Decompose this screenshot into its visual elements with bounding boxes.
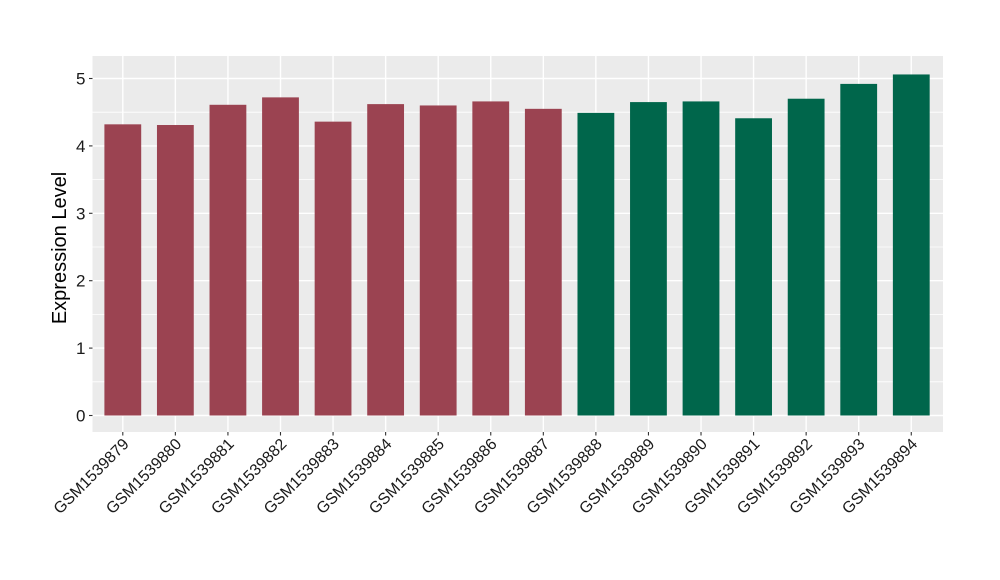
y-tick-label: 1 <box>76 339 85 358</box>
bar-GSM1539892 <box>787 98 825 416</box>
y-axis-title: Expression Level <box>49 172 71 324</box>
bars <box>104 74 930 416</box>
bar-GSM1539893 <box>840 83 878 416</box>
y-tick-label: 2 <box>76 272 85 291</box>
y-tick-label: 3 <box>76 204 85 223</box>
bar-GSM1539886 <box>472 101 510 416</box>
y-tick-label: 5 <box>76 69 85 88</box>
y-tick-label: 0 <box>76 406 85 425</box>
bar-GSM1539888 <box>577 112 615 416</box>
bar-GSM1539894 <box>892 74 930 416</box>
bar-GSM1539885 <box>419 105 457 416</box>
bar-GSM1539890 <box>682 101 720 416</box>
axis-ticks <box>89 77 912 436</box>
bar-GSM1539889 <box>630 102 667 416</box>
bar-GSM1539887 <box>524 108 562 416</box>
bar-GSM1539881 <box>209 104 247 416</box>
y-tick-label: 4 <box>76 137 85 156</box>
bar-GSM1539882 <box>262 97 299 416</box>
bar-GSM1539884 <box>367 104 405 416</box>
bar-GSM1539879 <box>104 124 142 416</box>
bar-GSM1539880 <box>156 125 194 416</box>
bar-GSM1539891 <box>735 118 772 416</box>
bar-GSM1539883 <box>314 121 352 416</box>
